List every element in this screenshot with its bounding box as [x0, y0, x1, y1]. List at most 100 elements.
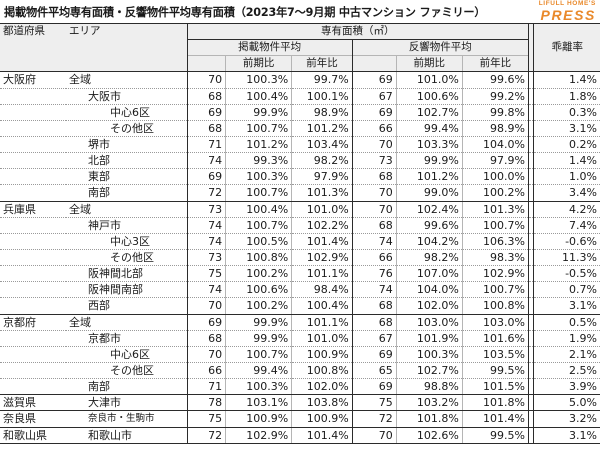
cell-gap — [528, 104, 534, 121]
cell-inquired-area: 69 — [351, 71, 397, 89]
cell-divergence: 0.5% — [533, 314, 600, 331]
cell-listed-prev-period: 100.4% — [225, 201, 292, 218]
cell-gap — [528, 201, 534, 218]
cell-area: 南部 — [66, 184, 188, 202]
cell-divergence: 3.1% — [533, 120, 600, 137]
cell-area: その他区 — [66, 120, 188, 137]
cell-inquired-area: 67 — [351, 88, 397, 105]
cell-pref — [0, 233, 67, 250]
cell-listed-area: 70 — [186, 71, 226, 89]
cell-divergence: 2.5% — [533, 362, 600, 380]
cell-listed-area: 69 — [186, 104, 226, 121]
cell-area: 京都市 — [66, 330, 188, 347]
cell-area: 大阪市 — [66, 88, 188, 105]
cell-pref — [0, 136, 67, 154]
cell-inquired-prev-year: 101.3% — [461, 201, 529, 218]
cell-divergence: 11.3% — [533, 249, 600, 267]
cell-pref — [0, 265, 67, 283]
cell-area: 堺市 — [66, 136, 188, 154]
cell-listed-prev-year: 98.2% — [291, 152, 353, 170]
cell-listed-prev-period: 100.8% — [225, 249, 292, 267]
header-pref: 都道府県 — [0, 22, 67, 40]
cell-inquired-prev-period: 102.4% — [395, 201, 463, 218]
cell-listed-area: 73 — [186, 249, 226, 267]
cell-inquired-prev-period: 103.0% — [395, 314, 463, 331]
table-row: 阪神間北部 75 100.2% 101.1% 76 107.0% 102.9% -0.5% — [0, 265, 600, 283]
cell-gap — [528, 427, 534, 444]
cell-area: 和歌山市 — [66, 427, 188, 444]
cell-area: 全域 — [66, 314, 188, 331]
table-row: その他区 73 100.8% 102.9% 66 98.2% 98.3% 11.3% — [0, 249, 600, 267]
cell-listed-prev-year: 101.3% — [291, 184, 353, 202]
cell-inquired-prev-year: 102.9% — [461, 265, 529, 283]
cell-listed-prev-period: 100.3% — [225, 71, 292, 89]
cell-inquired-prev-year: 103.0% — [461, 314, 529, 331]
cell-gap — [528, 378, 534, 396]
header-divergence: 乖離率 — [533, 39, 600, 56]
cell-pref — [0, 217, 67, 234]
cell-listed-prev-year: 98.4% — [291, 281, 353, 299]
cell-listed-prev-year: 101.2% — [291, 120, 353, 137]
cell-listed-area: 74 — [186, 281, 226, 299]
cell-pref — [0, 120, 67, 137]
cell-listed-area: 70 — [186, 346, 226, 363]
cell-inquired-prev-year: 100.8% — [461, 297, 529, 315]
cell-divergence: -0.5% — [533, 265, 600, 283]
table-row: 和歌山県 和歌山市 72 102.9% 101.4% 70 102.6% 99.5% 3.1% — [0, 427, 600, 444]
cell-inquired-prev-year: 100.7% — [461, 217, 529, 234]
header-blank — [66, 39, 188, 56]
cell-divergence: 1.0% — [533, 168, 600, 186]
cell-area: 東部 — [66, 168, 188, 186]
cell-inquired-area: 68 — [351, 168, 397, 186]
cell-listed-area: 70 — [186, 297, 226, 315]
cell-pref: 兵庫県 — [0, 201, 67, 218]
cell-listed-prev-period: 100.3% — [225, 168, 292, 186]
cell-inquired-prev-period: 99.4% — [395, 120, 463, 137]
table-row: 中心6区 70 100.7% 100.9% 69 100.3% 103.5% 2.1% — [0, 346, 600, 363]
cell-listed-area: 69 — [186, 168, 226, 186]
cell-pref — [0, 249, 67, 267]
cell-pref — [0, 184, 67, 202]
page-title: 掲載物件平均専有面積・反響物件平均専有面積（2023年7～9月期 中古マンション… — [4, 6, 486, 19]
cell-listed-prev-period: 100.9% — [225, 410, 292, 428]
cell-listed-prev-period: 99.9% — [225, 314, 292, 331]
cell-inquired-prev-period: 99.6% — [395, 217, 463, 234]
cell-gap — [528, 184, 534, 202]
header-sq-area: 専有面積（㎡） — [186, 22, 529, 40]
cell-listed-prev-year: 99.7% — [291, 71, 353, 89]
cell-listed-prev-year: 102.2% — [291, 217, 353, 234]
cell-inquired-prev-period: 102.7% — [395, 362, 463, 380]
table-row: 大阪府 全域 70 100.3% 99.7% 69 101.0% 99.6% 1.4% — [0, 71, 600, 89]
cell-inquired-prev-period: 104.0% — [395, 281, 463, 299]
cell-gap — [528, 346, 534, 363]
cell-inquired-area: 70 — [351, 427, 397, 444]
cell-listed-prev-year: 103.4% — [291, 136, 353, 154]
header-gap — [528, 22, 534, 40]
cell-inquired-area: 68 — [351, 217, 397, 234]
table-row: 京都府 全域 69 99.9% 101.1% 68 103.0% 103.0% 0.5% — [0, 314, 600, 331]
cell-gap — [528, 330, 534, 347]
header-blank — [533, 55, 600, 73]
brand-logo-top: LIFULL HOME'S — [538, 0, 596, 7]
cell-inquired-area: 73 — [351, 152, 397, 170]
cell-area: 中心3区 — [66, 233, 188, 250]
cell-gap — [528, 120, 534, 137]
cell-inquired-prev-year: 99.2% — [461, 88, 529, 105]
cell-inquired-prev-year: 104.0% — [461, 136, 529, 154]
brand-logo-main: PRESS — [540, 7, 596, 23]
cell-area: 南部 — [66, 378, 188, 396]
cell-pref — [0, 297, 67, 315]
cell-listed-prev-year: 100.8% — [291, 362, 353, 380]
cell-inquired-prev-period: 101.0% — [395, 71, 463, 89]
cell-gap — [528, 297, 534, 315]
header-divergence-blank — [533, 22, 600, 40]
cell-inquired-prev-year: 100.7% — [461, 281, 529, 299]
cell-area: 全域 — [66, 201, 188, 218]
table-row: 南部 72 100.7% 101.3% 70 99.0% 100.2% 3.4% — [0, 184, 600, 202]
area-table: 都道府県 エリア 専有面積（㎡） 掲載物件平均 反響物件平均 乖離率 前期比 前… — [0, 22, 600, 444]
cell-inquired-prev-period: 101.9% — [395, 330, 463, 347]
cell-listed-prev-year: 101.0% — [291, 201, 353, 218]
cell-pref: 大阪府 — [0, 71, 67, 89]
cell-inquired-area: 75 — [351, 394, 397, 412]
cell-inquired-prev-year: 100.0% — [461, 168, 529, 186]
